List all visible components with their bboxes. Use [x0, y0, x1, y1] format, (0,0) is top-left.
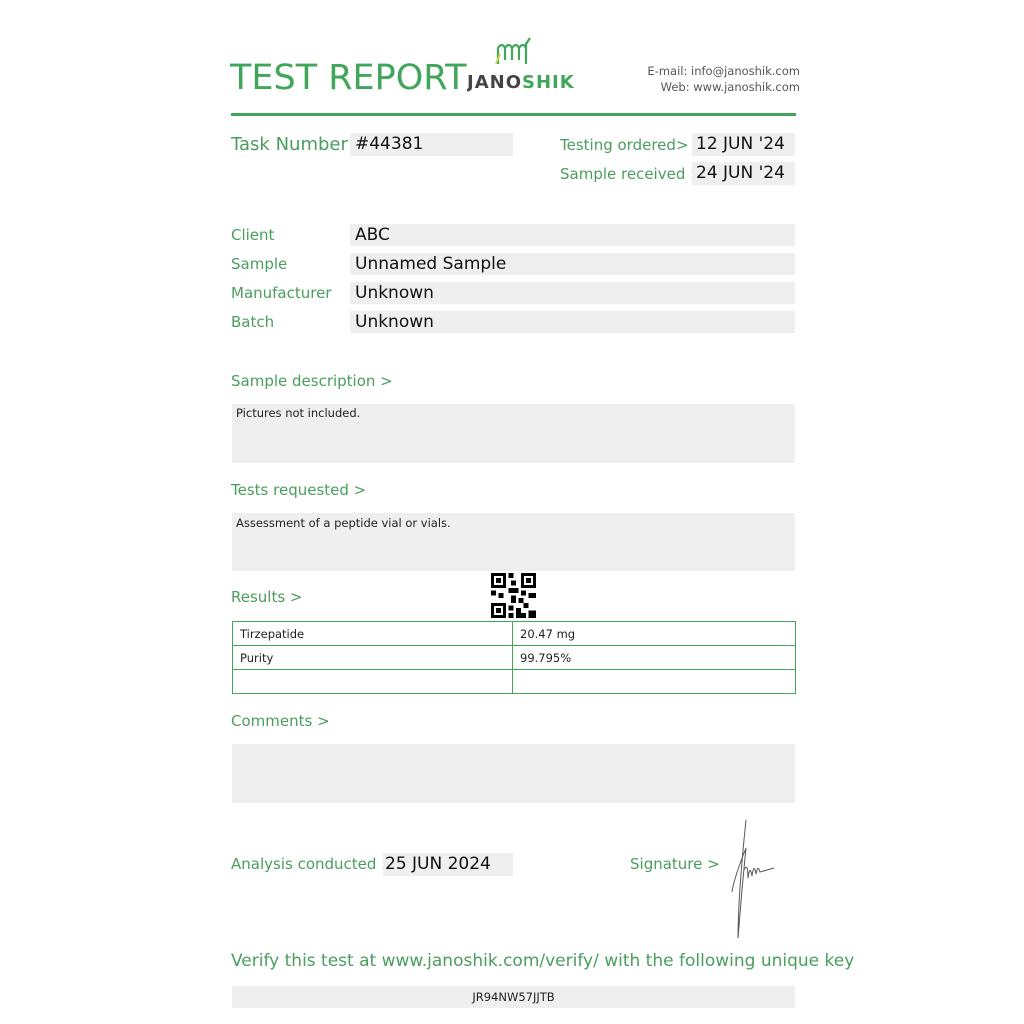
verify-instructions: Verify this test at www.janoshik.com/ver…: [231, 951, 855, 971]
table-row: [232, 669, 796, 694]
signature-label: Signature >: [630, 855, 720, 873]
sample-received-field: [692, 162, 795, 185]
sample-value: Unnamed Sample: [355, 254, 507, 274]
result-name: Tirzepatide: [232, 621, 513, 646]
tests-requested-text: Assessment of a peptide vial or vials.: [236, 516, 451, 530]
manufacturer-value: Unknown: [355, 283, 434, 303]
sample-description-label: Sample description >: [231, 372, 393, 390]
client-value: ABC: [355, 225, 390, 245]
analysis-conducted-field: [383, 853, 513, 876]
result-name: [232, 669, 513, 694]
sample-description-box: [232, 404, 795, 463]
logo-chart-icon: [495, 37, 531, 65]
signature-image: [731, 819, 775, 939]
testing-ordered-arrow: >: [676, 136, 689, 154]
sample-received-value: 24 JUN '24: [696, 163, 785, 183]
task-number-value: #44381: [355, 134, 424, 154]
header-divider: [231, 113, 796, 116]
tests-requested-box: [232, 513, 795, 571]
client-label: Client: [231, 226, 275, 244]
task-number-label: Task Number: [231, 134, 348, 155]
janoshik-logo: JANOSHIK: [462, 36, 574, 96]
logo-text: JANOSHIK: [467, 72, 575, 93]
testing-ordered-label: Testing ordered: [560, 136, 676, 154]
comments-box: [232, 744, 795, 803]
tests-requested-label: Tests requested >: [231, 481, 367, 499]
sample-received-label: Sample received >: [560, 165, 703, 183]
results-label: Results >: [231, 588, 303, 606]
verify-key-field: [232, 986, 795, 1008]
contact-web: Web: www.janoshik.com: [660, 80, 800, 94]
manufacturer-label: Manufacturer: [231, 284, 332, 302]
batch-value: Unknown: [355, 312, 434, 332]
table-row: Tirzepatide 20.47 mg: [232, 621, 796, 646]
result-value: 99.795%: [512, 645, 796, 670]
analysis-conducted-value: 25 JUN 2024: [385, 854, 491, 874]
result-value: [512, 669, 796, 694]
verify-key: JR94NW57JJTB: [472, 990, 555, 1004]
client-field: [350, 224, 795, 246]
report-title: TEST REPORT: [230, 58, 467, 98]
sample-description-text: Pictures not included.: [236, 406, 361, 420]
contact-email: E-mail: info@janoshik.com: [647, 64, 800, 78]
table-row: Purity 99.795%: [232, 645, 796, 670]
qr-code-icon: [491, 573, 536, 618]
task-number-field: [350, 133, 513, 156]
analysis-conducted-label: Analysis conducted >: [231, 855, 394, 873]
sample-label: Sample: [231, 255, 288, 273]
result-name: Purity: [232, 645, 513, 670]
batch-label: Batch: [231, 313, 275, 331]
testing-ordered-value: 12 JUN '24: [696, 134, 785, 154]
result-value: 20.47 mg: [512, 621, 796, 646]
results-table: Tirzepatide 20.47 mg Purity 99.795%: [232, 621, 796, 694]
batch-field: [350, 311, 795, 333]
comments-label: Comments >: [231, 712, 330, 730]
manufacturer-field: [350, 282, 795, 304]
sample-field: [350, 253, 795, 275]
testing-ordered-field: [692, 133, 795, 156]
